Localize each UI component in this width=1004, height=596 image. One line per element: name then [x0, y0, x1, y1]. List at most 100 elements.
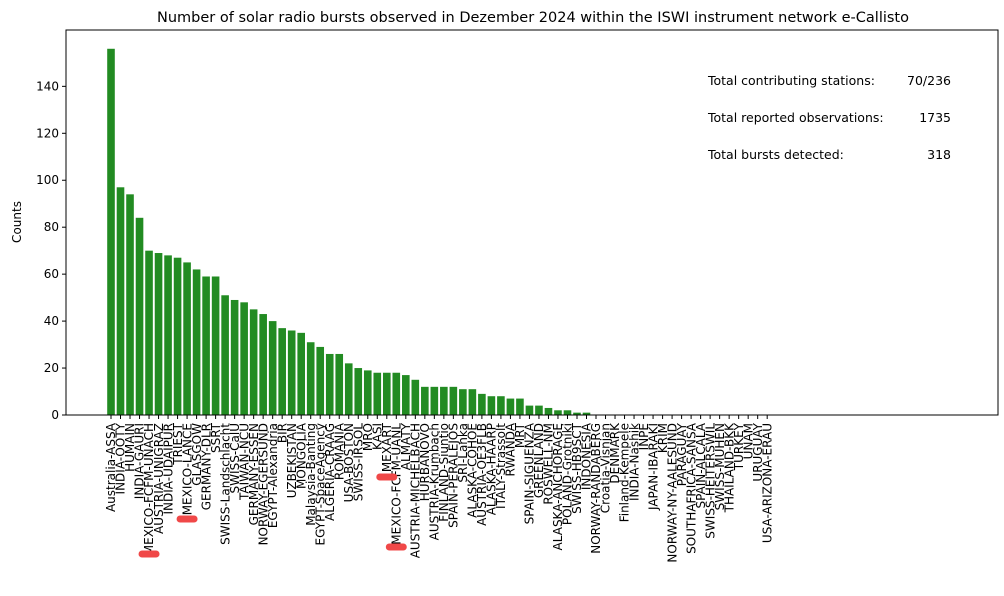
annotation-value-0: 70/236 [907, 73, 951, 88]
x-tick-label-28: KASI [370, 423, 384, 450]
x-tick-label-62: SPAIN-ALCALA [694, 422, 708, 508]
x-tick-label-12: SWISS-Landschlacht [218, 423, 232, 545]
x-tick-label-6: INDIA-UDAIPUR [161, 423, 175, 515]
x-tick-label-51: NORWAY-RANDABERG [589, 423, 603, 554]
x-tick-label-8: MEXICO-LANCE [180, 423, 194, 515]
bar-9 [192, 269, 201, 415]
x-tick-label-5: AUSTRIA-UNIGRAZ [152, 423, 166, 534]
y-tick-label-7: 140 [36, 79, 59, 93]
bar-17 [268, 321, 277, 415]
x-tick-label-14: TAIWAN-NCU [237, 423, 251, 501]
x-tick-label-24: ROMANIA [332, 422, 346, 480]
x-tick-label-42: RWANDA [504, 422, 518, 476]
y-tick-label-6: 120 [36, 126, 59, 140]
bar-40 [487, 396, 496, 415]
y-axis-label: Counts [10, 201, 24, 243]
bar-20 [297, 332, 305, 415]
x-tick-label-27: MRO [361, 423, 375, 451]
annotation-label-2: Total bursts detected: [707, 147, 844, 162]
x-axis-ticks: Australia-ASSAINDIA-OOTYHUMAININDIA-GAUR… [104, 415, 774, 563]
y-axis-ticks: 0 20 40 60 80 100 120 140 [36, 79, 66, 422]
bar-14 [240, 302, 248, 415]
y-tick-label-3: 60 [44, 267, 59, 281]
x-tick-label-63: SWISS-HEITERSWIL [703, 423, 717, 539]
bar-21 [306, 342, 315, 415]
bar-2 [126, 194, 134, 415]
x-tick-label-35: FINLAND-Siuntio [437, 423, 451, 522]
x-tick-label-2: HUMAIN [123, 423, 137, 472]
x-tick-label-21: Malaysia-Banting [304, 423, 318, 526]
bar-45 [535, 405, 543, 415]
x-tick-label-10: GERMANY-DLR [199, 423, 213, 510]
x-tick-label-56: INPE [637, 423, 651, 450]
x-tick-label-38: ALASKA-COHOE [466, 423, 480, 518]
x-tick-label-64: SWISS-MUHEN [713, 423, 727, 510]
x-tick-label-17: EGYPT-Alexandria [266, 423, 280, 528]
bar-44 [525, 405, 534, 415]
bar-31 [402, 375, 410, 415]
x-tick-label-29: MEXART [380, 422, 394, 472]
x-tick-label-50: INDONESIA [580, 422, 594, 490]
x-tick-label-60: PARAGUAY [675, 422, 689, 486]
x-tick-label-11: SSRT [209, 422, 223, 453]
bar-22 [316, 346, 325, 415]
x-tick-label-53: DENMARK [608, 422, 622, 484]
bar-32 [411, 379, 420, 415]
bar-47 [554, 410, 562, 415]
bar-30 [392, 372, 401, 415]
x-tick-label-58: KRIM [656, 423, 670, 453]
bar-15 [249, 309, 258, 415]
bar-24 [335, 353, 344, 415]
x-tick-label-43: MRT [513, 422, 527, 448]
x-tick-label-33: HURBANOVO [418, 423, 432, 501]
x-tick-label-32: AUSTRIA-MICHELBACH [409, 423, 423, 558]
chart-title: Number of solar radio bursts observed in… [157, 10, 909, 26]
bar-50 [582, 412, 591, 415]
x-tick-label-41: ITALY-Strassolt [494, 423, 508, 509]
y-tick-label-5: 100 [36, 173, 59, 187]
x-tick-label-59: NORWAY-NY-AALESUND [665, 423, 679, 563]
bar-10 [202, 276, 210, 415]
bar-46 [544, 407, 553, 415]
x-tick-label-47: ALASKA-ANCHORAGE [551, 423, 565, 550]
bar-23 [325, 353, 334, 415]
highlight-markers [138, 473, 407, 558]
bar-3 [135, 217, 144, 415]
x-tick-label-9: GLASGOW [190, 423, 204, 486]
bar-16 [259, 314, 267, 415]
x-tick-label-7: TRIEST [171, 422, 185, 465]
x-tick-label-3: INDIA-GAURI [133, 423, 147, 499]
bar-4 [145, 250, 153, 415]
x-tick-label-61: SOUTHAFRICA-SANSA [684, 422, 698, 554]
x-tick-label-68: URUGUAY [751, 422, 765, 481]
x-tick-label-67: UNAM [741, 423, 755, 459]
x-tick-label-49: SWISS-HB9SCT [570, 422, 584, 513]
plot-frame [65, 29, 999, 416]
annotation-value-1: 1735 [919, 110, 951, 125]
x-tick-label-44: SPAIN-SIGUENZA [523, 422, 537, 524]
x-tick-label-20: MONGOLIA [294, 422, 308, 489]
y-tick-label-2: 40 [44, 314, 59, 328]
bar-19 [287, 330, 296, 415]
bar-6 [164, 255, 172, 415]
bar-12 [221, 295, 229, 415]
y-tick-label-1: 20 [44, 361, 59, 375]
x-tick-label-19: UZBEKISTAN [285, 423, 299, 498]
x-tick-label-15: GERMANY-ESSEN [247, 423, 261, 525]
bar-27 [363, 370, 372, 415]
bar-group [107, 48, 591, 415]
x-tick-label-69: USA-ARIZONA-ERAU [760, 423, 774, 543]
bar-38 [468, 389, 477, 415]
bar-42 [506, 398, 515, 415]
bar-11 [211, 276, 220, 415]
x-tick-label-52: Croatia-Visnjan [599, 423, 613, 513]
x-tick-label-1: INDIA-OOTY [114, 422, 128, 494]
annotation-box: Total contributing stations: 70/236 Total … [707, 73, 951, 162]
x-tick-label-13: SWISS-CalU [228, 423, 242, 493]
bar-18 [278, 328, 286, 415]
x-tick-label-39: AUSTRIA-OE3FLB [475, 423, 489, 526]
x-tick-label-18: BIR [275, 423, 289, 443]
bar-36 [449, 386, 458, 415]
bar-7 [173, 257, 182, 415]
bar-29 [382, 372, 391, 415]
